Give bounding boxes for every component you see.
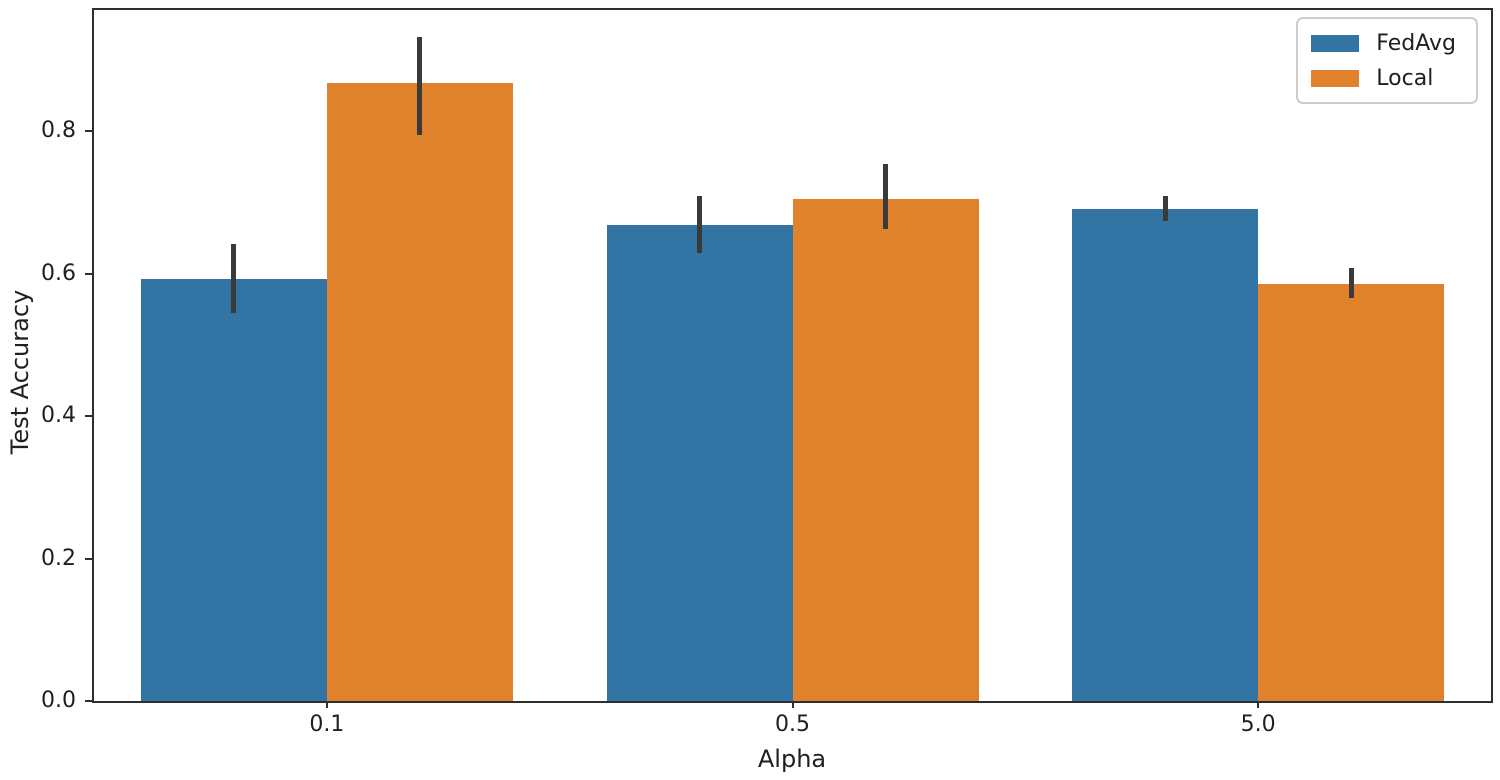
- y-tick-0.2: [85, 557, 92, 560]
- y-tick-0.0: [85, 700, 92, 702]
- bar-local-0.5: [792, 198, 979, 701]
- x-tick-0.1: [325, 701, 328, 708]
- legend-item-fedavg: FedAvg: [1311, 29, 1456, 57]
- y-tick-label-0.2: 0.2: [41, 545, 76, 571]
- bar-local-5.0: [1258, 284, 1445, 701]
- x-tick-5.0: [1257, 701, 1260, 708]
- y-tick-label-0.4: 0.4: [41, 403, 76, 429]
- legend-item-local: Local: [1311, 64, 1456, 92]
- error-bar-fedavg-5.0: [1162, 195, 1168, 221]
- x-tick-label-0.5: 0.5: [775, 712, 810, 737]
- bar-local-0.1: [326, 82, 513, 701]
- x-tick-label-0.1: 0.1: [309, 712, 345, 737]
- y-axis-label: Test Accuracy: [6, 289, 34, 455]
- y-tick-label-0.0: 0.0: [41, 688, 76, 713]
- error-bar-fedavg-0.1: [231, 244, 237, 313]
- bar-fedavg-5.0: [1072, 209, 1259, 701]
- bar-fedavg-0.5: [606, 225, 793, 701]
- x-tick-0.5: [791, 701, 794, 708]
- y-tick-0.6: [85, 272, 92, 275]
- x-tick-label-5.0: 5.0: [1240, 712, 1276, 737]
- legend-swatch-fedavg: [1311, 34, 1360, 52]
- bar-fedavg-0.1: [140, 278, 327, 701]
- error-bar-fedavg-0.5: [697, 195, 702, 253]
- y-tick-label-0.6: 0.6: [41, 260, 76, 286]
- error-bar-local-0.5: [883, 163, 888, 229]
- legend-label-local: Local: [1376, 65, 1434, 91]
- plot-area: 0.1 0.5 5.0 0.0 0.2 0.4 0.6 0.8 FedAvg Local: [41, 8, 1493, 737]
- y-tick-0.4: [85, 415, 92, 418]
- legend: FedAvg Local: [1296, 17, 1478, 104]
- y-tick-0.8: [85, 130, 92, 133]
- legend-label-fedavg: FedAvg: [1376, 30, 1456, 56]
- x-axis-label: Alpha: [757, 745, 827, 773]
- error-bar-local-0.1: [417, 37, 423, 135]
- y-tick-label-0.8: 0.8: [41, 118, 76, 144]
- error-bar-local-5.0: [1348, 267, 1354, 298]
- legend-swatch-local: [1311, 69, 1360, 87]
